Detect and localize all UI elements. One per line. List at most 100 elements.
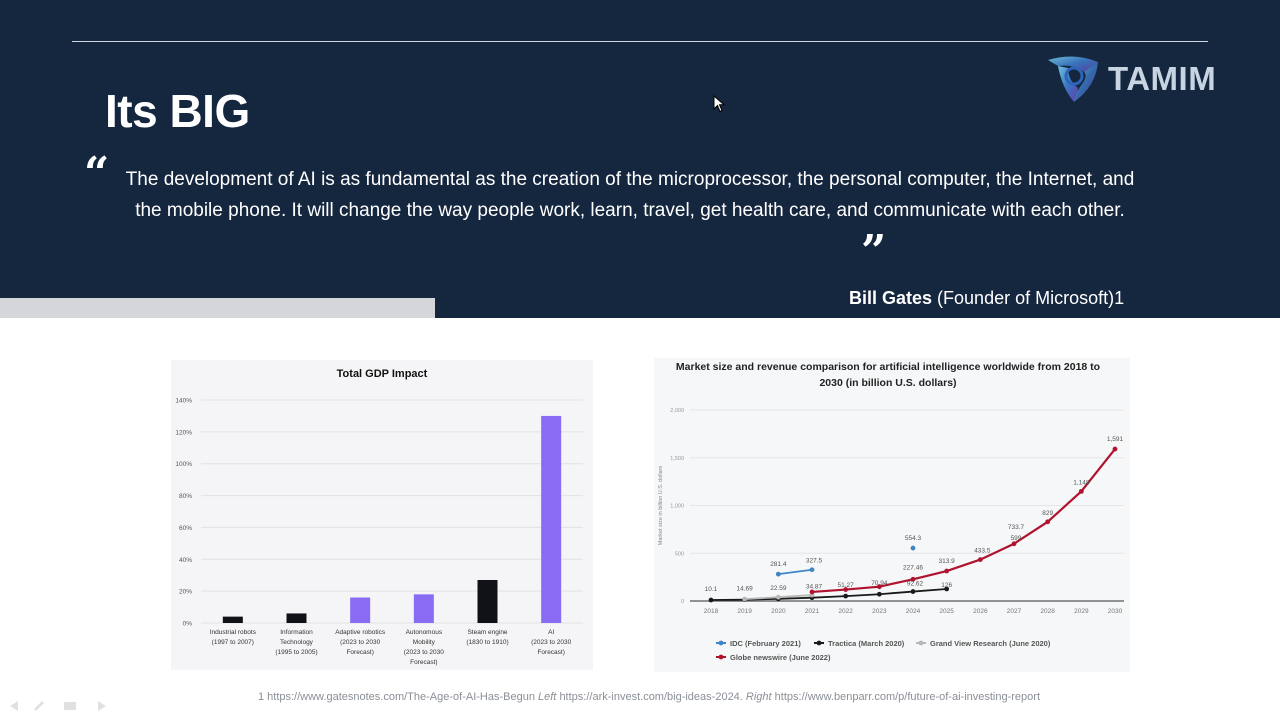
- gdp-bar: [541, 415, 562, 623]
- market-x-tick-label: 2024: [906, 608, 921, 615]
- pen-icon: [34, 701, 44, 711]
- market-series-point: [775, 594, 781, 600]
- market-x-tick-label: 2028: [1040, 608, 1055, 615]
- slide-nav-controls[interactable]: [8, 699, 108, 713]
- gdp-y-tick-label: 40%: [179, 557, 192, 564]
- market-series-line: [811, 448, 1116, 594]
- gdp-bar: [222, 616, 243, 623]
- gdp-y-tick-label: 100%: [175, 461, 192, 468]
- market-series-point: [843, 587, 849, 592]
- market-series-point: [809, 589, 815, 595]
- market-series-point: [809, 567, 815, 573]
- accent-bar: [0, 298, 435, 318]
- market-series-point: [1112, 446, 1118, 452]
- market-chart-title: Market size and revenue comparison for a…: [676, 361, 1100, 389]
- logo-text: TAMIM: [1108, 60, 1217, 97]
- market-x-tick-label: 2029: [1074, 608, 1089, 615]
- market-value-label: 1,591: [1107, 436, 1124, 443]
- market-series-point: [1011, 541, 1017, 547]
- gdp-x-tick-label: AI (2023 to 2030 Forecast): [531, 629, 572, 656]
- market-value-label: 227.46: [903, 564, 923, 571]
- footnote-source-1[interactable]: 1 https://www.gatesnotes.com/The-Age-of-…: [257, 691, 535, 703]
- gdp-chart-svg: Total GDP Impact 0% 20% 40% 60% 80% 100% 120% 14…: [175, 368, 583, 666]
- market-value-label: 599: [1011, 535, 1022, 542]
- market-series-point: [1045, 519, 1051, 525]
- footnote-source-2[interactable]: https://ark-invest.com/big-ideas-2024.: [559, 691, 743, 703]
- market-x-tick-label: 2020: [771, 608, 786, 615]
- close-quote-icon: ”: [861, 226, 887, 277]
- market-series-point: [843, 593, 849, 599]
- gdp-y-tick-label: 120%: [175, 429, 192, 436]
- market-x-tick-label: 2026: [973, 608, 988, 615]
- gdp-bar: [477, 579, 498, 623]
- market-x-tick-label: 2027: [1007, 608, 1022, 615]
- market-series-point: [977, 557, 983, 563]
- footnote-right-label: Right: [745, 691, 772, 703]
- legend-label: IDC (February 2021): [730, 639, 801, 648]
- market-x-tick-label: 2021: [805, 608, 820, 615]
- market-value-label: 433.5: [974, 548, 991, 555]
- market-value-label: 14.69: [737, 586, 754, 593]
- market-series-point: [708, 597, 714, 603]
- gdp-y-tick-label: 80%: [179, 493, 192, 500]
- market-x-tick-label: 2030: [1108, 608, 1123, 615]
- footnote-source-3[interactable]: https://www.benparr.com/p/future-of-ai-i…: [774, 691, 1041, 703]
- author-role: (Founder of Microsoft)1: [937, 288, 1125, 308]
- legend-swatch-dot: [816, 640, 822, 646]
- gdp-x-tick-label: Information Technology (1995 to 2005): [275, 629, 317, 656]
- market-x-tick-label: 2019: [737, 608, 752, 615]
- legend-swatch-dot: [718, 640, 724, 646]
- next-slide-icon: [98, 701, 106, 711]
- market-value-label: 34.87: [806, 584, 823, 591]
- source-footnote: 1 https://www.gatesnotes.com/The-Age-of-…: [0, 691, 1280, 703]
- gdp-x-tick-label: Steam engine (1830 to 1910): [466, 629, 508, 646]
- mouse-cursor-icon: [713, 95, 725, 113]
- market-value-label: 1,148: [1073, 479, 1090, 486]
- market-series-point: [1078, 488, 1084, 494]
- market-y-tick-label: 500: [675, 551, 684, 557]
- market-x-tick-label: 2025: [939, 608, 954, 615]
- market-series-point: [910, 589, 916, 594]
- market-value-label: 22.59: [770, 585, 787, 592]
- legend-swatch-dot: [718, 654, 724, 660]
- quote-attribution: Bill Gates (Founder of Microsoft)1: [849, 288, 1124, 309]
- market-series-point: [876, 591, 882, 597]
- footnote-left-label: Left: [538, 691, 557, 703]
- gdp-y-tick-label: 60%: [179, 525, 192, 532]
- market-y-tick-label: 2,000: [670, 408, 684, 414]
- author-name: Bill Gates: [849, 288, 933, 308]
- market-series-point: [775, 571, 781, 577]
- top-rule: [72, 41, 1208, 42]
- market-series-point: [876, 584, 882, 590]
- legend-label: Globe newswire (June 2022): [730, 653, 831, 662]
- legend-swatch-dot: [918, 640, 924, 646]
- market-x-tick-label: 2023: [872, 608, 887, 615]
- gdp-bar: [286, 613, 307, 623]
- gdp-y-tick-label: 140%: [175, 398, 192, 405]
- market-value-label: 51.27: [838, 582, 855, 589]
- gdp-impact-chart: Total GDP Impact 0% 20% 40% 60% 80% 100% 120% 14…: [171, 360, 593, 670]
- open-quote-icon: “: [84, 148, 110, 199]
- gdp-y-tick-label: 0%: [183, 621, 193, 628]
- market-value-label: 733.7: [1008, 524, 1025, 531]
- market-y-tick-label: 0: [681, 599, 684, 605]
- menu-icon: [64, 702, 76, 710]
- market-series-point: [742, 596, 748, 602]
- market-value-label: 829: [1042, 510, 1053, 517]
- market-value-label: 554.3: [905, 535, 922, 542]
- market-value-label: 126: [941, 582, 952, 589]
- market-value-label: 281.4: [770, 561, 787, 568]
- prev-slide-icon: [10, 701, 18, 711]
- ai-market-chart: Market size and revenue comparison for a…: [654, 358, 1130, 672]
- market-series-line: [778, 568, 813, 576]
- market-y-tick-label: 1,500: [670, 456, 684, 462]
- gdp-x-tick-label: Industrial robots (1997 to 2007): [210, 629, 257, 646]
- market-value-label: 70.94: [871, 580, 888, 587]
- market-value-label: 10.1: [705, 586, 718, 593]
- legend-label: Tractica (March 2020): [828, 639, 905, 648]
- market-x-tick-label: 2022: [838, 608, 853, 615]
- gdp-bar: [413, 594, 434, 623]
- tamim-logo-icon: [1048, 56, 1098, 102]
- market-series-point: [944, 568, 950, 574]
- quote-text: The development of AI is as fundamental …: [125, 169, 1135, 221]
